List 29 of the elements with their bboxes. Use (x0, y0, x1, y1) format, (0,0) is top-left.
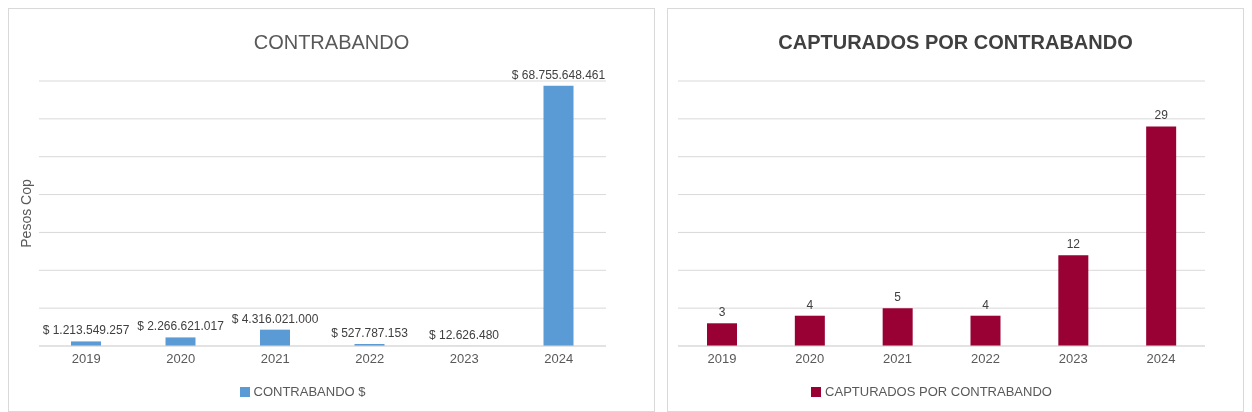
data-label: $ 2.266.621.017 (137, 319, 225, 334)
x-tick-label: 2020 (166, 351, 196, 367)
x-tick-label: 2023 (449, 351, 479, 367)
y-axis-title: Pesos Cop (17, 179, 34, 248)
data-label: 5 (894, 290, 902, 305)
x-tick-label: 2024 (1146, 351, 1176, 367)
data-label: 3 (718, 305, 726, 320)
data-label: $ 1.213.549.257 (42, 323, 130, 338)
data-label: 12 (1066, 237, 1081, 252)
x-tick-label: 2021 (260, 351, 290, 367)
x-tick-label: 2019 (707, 351, 737, 367)
legend-label: CAPTURADOS POR CONTRABANDO (825, 384, 1052, 399)
x-tick-label: 2024 (544, 351, 574, 367)
data-label: $ 12.626.480 (428, 327, 500, 342)
x-tick-label: 2021 (883, 351, 913, 367)
data-label: $ 68.755.648.461 (511, 67, 606, 82)
data-label: $ 4.316.021.000 (231, 311, 319, 326)
x-tick-label: 2023 (1058, 351, 1088, 367)
legend-label: CONTRABANDO $ (253, 384, 366, 399)
x-tick-label: 2022 (970, 351, 1000, 367)
x-tick-label: 2020 (795, 351, 825, 367)
data-label: 4 (806, 297, 814, 312)
x-tick-label: 2019 (71, 351, 101, 367)
data-label: 29 (1154, 108, 1169, 123)
chart-title: CAPTURADOS POR CONTRABANDO (777, 30, 1134, 55)
data-label: $ 527.787.153 (331, 326, 409, 340)
data-label: 4 (982, 297, 990, 312)
chart-title: CONTRABANDO (252, 30, 411, 55)
x-tick-label: 2022 (355, 351, 385, 367)
